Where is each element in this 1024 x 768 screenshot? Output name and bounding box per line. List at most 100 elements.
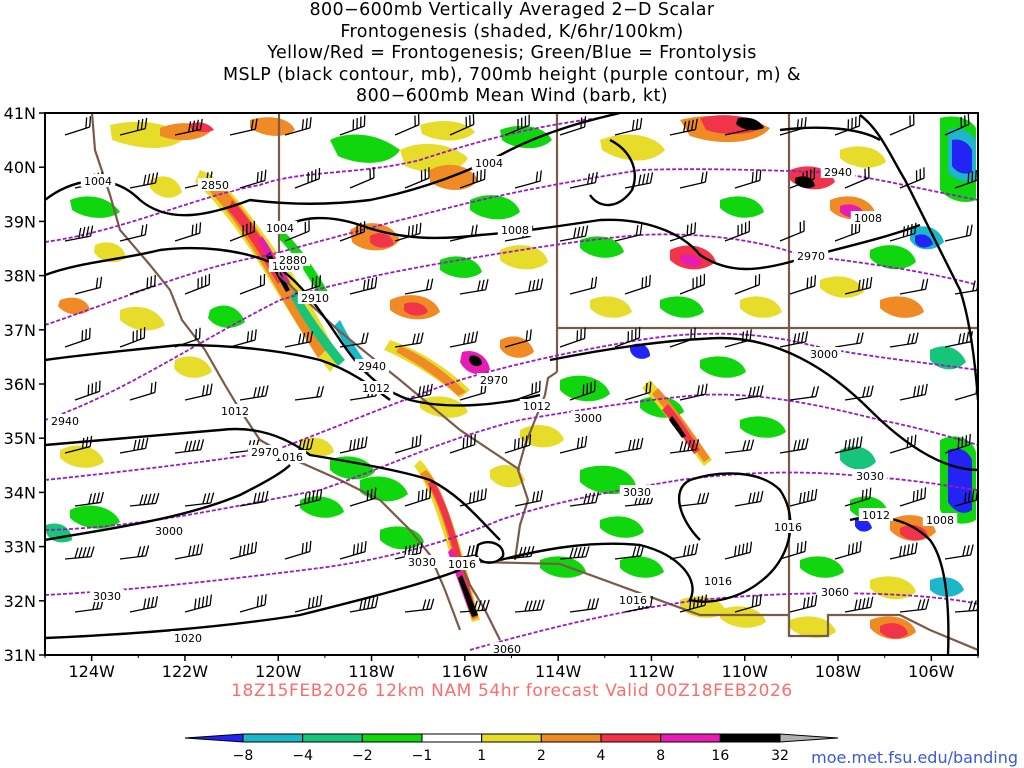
contour-labels: 1004100410041008100810081008101210121012… xyxy=(47,156,958,656)
lat-tick-label: 41N xyxy=(4,104,36,123)
svg-text:1008: 1008 xyxy=(926,514,954,527)
wind-barb-icon xyxy=(614,545,645,560)
lat-tick-label: 32N xyxy=(4,592,36,611)
source-credit-link[interactable]: moe.met.fsu.edu/banding xyxy=(811,748,1018,767)
wind-barb-icon xyxy=(779,438,809,454)
title-line-3: Yellow/Red = Frontogenesis; Green/Blue =… xyxy=(267,43,757,64)
wind-barb-icon xyxy=(834,541,862,560)
svg-text:1020: 1020 xyxy=(174,632,202,645)
mslp-label: 1004 xyxy=(80,174,116,188)
lat-tick-label: 39N xyxy=(4,212,36,231)
wind-barb-icon xyxy=(284,331,314,348)
mslp-contour xyxy=(499,472,792,603)
wind-barb-icon xyxy=(459,599,490,613)
svg-text:1008: 1008 xyxy=(854,212,882,225)
wind-barb-icon xyxy=(229,329,257,348)
wind-barb-icon xyxy=(174,543,204,560)
lon-tick-label: 108W xyxy=(815,662,862,681)
colorbar-right-arrow xyxy=(779,733,839,743)
height-label: 3000 xyxy=(806,347,842,361)
wind-barb-icon xyxy=(954,169,978,189)
wind-barb-icon xyxy=(624,274,651,295)
wind-barb-icon xyxy=(559,435,588,454)
lon-tick-label: 114W xyxy=(535,662,582,681)
wind-barb-icon xyxy=(349,487,377,507)
svg-text:3060: 3060 xyxy=(821,586,849,599)
wind-barb-icon xyxy=(74,276,103,295)
svg-text:3000: 3000 xyxy=(810,348,838,361)
wind-barb-icon xyxy=(504,545,535,560)
wind-barb-icon xyxy=(569,171,598,189)
height-label: 3000 xyxy=(570,411,606,425)
wind-barb-icon xyxy=(669,327,696,348)
svg-text:3060: 3060 xyxy=(493,643,521,656)
mslp-label: 1004 xyxy=(471,156,507,170)
wind-barb-icon xyxy=(229,541,258,560)
svg-text:2940: 2940 xyxy=(824,166,852,179)
mslp-label: 1020 xyxy=(170,631,206,645)
wind-barb-icon xyxy=(449,331,479,348)
height-label: 2940 xyxy=(820,165,856,179)
mslp-contour xyxy=(589,138,636,207)
title-line-5: 800−600mb Mean Wind (barb, kt) xyxy=(356,86,668,107)
wind-barb-icon xyxy=(669,543,699,560)
wind-barb-icon xyxy=(294,167,321,189)
svg-text:1016: 1016 xyxy=(704,575,732,588)
wind-barb-icon xyxy=(734,490,764,507)
svg-text:3030: 3030 xyxy=(93,590,121,603)
wind-barb-icon xyxy=(284,117,312,136)
wind-barb-icon xyxy=(724,220,751,242)
us-mexico-border xyxy=(479,560,978,652)
mslp-contour xyxy=(549,336,978,472)
mslp-label: 1012 xyxy=(217,404,253,418)
colorbar-swatch xyxy=(302,733,363,743)
wind-barb-icon xyxy=(119,545,150,560)
wind-barb-icon xyxy=(624,381,652,401)
wind-barb-icon xyxy=(184,492,215,507)
colorbar-swatch xyxy=(660,733,721,743)
svg-text:1012: 1012 xyxy=(362,382,390,395)
wind-barb-icon xyxy=(514,278,544,295)
svg-text:2970: 2970 xyxy=(797,250,825,263)
mslp-label: 1008 xyxy=(922,513,958,527)
height-label: 3060 xyxy=(489,642,525,656)
wind-barb-icon xyxy=(899,167,925,189)
wind-barb-icon xyxy=(339,332,369,348)
wind-barb-icon xyxy=(734,594,762,613)
svg-text:1012: 1012 xyxy=(862,509,890,522)
wind-barb-icon xyxy=(394,222,422,242)
lat-tick-label: 31N xyxy=(4,646,36,665)
wind-barb-icon xyxy=(624,172,654,189)
wind-barb-icon xyxy=(514,170,542,189)
wind-barb-icon xyxy=(284,220,310,242)
mslp-label: 1008 xyxy=(850,211,886,225)
state-boundaries xyxy=(90,113,978,652)
wind-barb-icon xyxy=(294,594,323,613)
lat-tick-label: 35N xyxy=(4,429,36,448)
wind-barb-icon xyxy=(459,279,489,295)
wind-barb-icon xyxy=(129,172,159,189)
wind-barb-icon xyxy=(239,169,267,189)
svg-text:3000: 3000 xyxy=(574,412,602,425)
height-label: 2910 xyxy=(297,291,333,305)
svg-text:2880: 2880 xyxy=(279,254,307,267)
wind-barb-icon xyxy=(679,171,708,189)
wind-barb-icon xyxy=(239,594,267,613)
svg-text:3030: 3030 xyxy=(856,470,884,483)
wind-barb-icon xyxy=(569,276,598,295)
wind-barb-icon xyxy=(559,327,586,348)
height-label: 3000 xyxy=(151,524,187,538)
wind-barb-icon xyxy=(119,327,146,348)
svg-text:1016: 1016 xyxy=(774,521,802,534)
wind-barb-icon xyxy=(239,273,266,295)
wind-barb-icon xyxy=(129,274,156,295)
mslp-label: 1004 xyxy=(262,221,298,235)
wind-barb-icon xyxy=(834,436,863,454)
mslp-label: 1016 xyxy=(615,593,651,607)
wind-barb-icon xyxy=(339,540,367,560)
wind-barb-icon xyxy=(899,278,929,295)
california-coast xyxy=(90,113,462,631)
wind-barb-icon xyxy=(74,491,104,507)
lat-tick-label: 38N xyxy=(4,267,36,286)
